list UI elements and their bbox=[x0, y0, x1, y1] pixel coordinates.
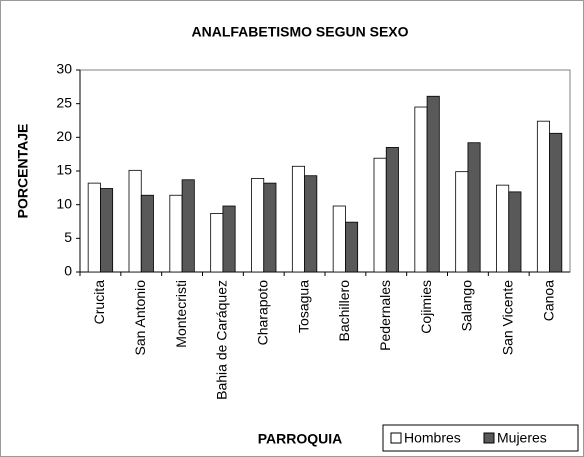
x-tick-label: Tosagua bbox=[295, 280, 311, 333]
x-axis-label: PARROQUIA bbox=[258, 431, 343, 447]
x-tick-label: Charapoto bbox=[254, 280, 270, 346]
x-tick-label: Bachillero bbox=[336, 280, 352, 342]
bar bbox=[332, 205, 346, 273]
y-tick-label: 30 bbox=[56, 61, 72, 77]
bar bbox=[169, 194, 183, 273]
bar bbox=[128, 169, 142, 273]
legend-label: Hombres bbox=[404, 430, 461, 446]
y-axis-label: PORCENTAJE bbox=[15, 124, 31, 219]
legend-swatch bbox=[483, 432, 495, 444]
bar bbox=[385, 147, 399, 273]
y-tick-label: 15 bbox=[56, 162, 72, 178]
x-tick-label: Salango bbox=[459, 280, 475, 332]
x-tick-label: Bahia de Caráquez bbox=[214, 280, 230, 400]
x-tick-label: San Antonio bbox=[132, 280, 148, 356]
bar bbox=[304, 175, 318, 273]
y-tick-label: 0 bbox=[64, 263, 72, 279]
bar bbox=[549, 132, 563, 273]
y-tick-label: 5 bbox=[64, 229, 72, 245]
plot-area bbox=[79, 69, 571, 273]
bar bbox=[414, 106, 428, 273]
chart-title: ANALFABETISMO SEGUN SEXO bbox=[191, 24, 408, 40]
x-tick-label: Crucita bbox=[91, 280, 107, 325]
bar bbox=[181, 179, 195, 273]
x-tick-label: Pedernales bbox=[377, 280, 393, 351]
bar bbox=[496, 184, 510, 273]
bar bbox=[291, 165, 305, 273]
legend-swatch bbox=[390, 432, 402, 444]
bar bbox=[87, 182, 101, 273]
x-tick-label: Montecristi bbox=[173, 280, 189, 348]
y-tick-label: 20 bbox=[56, 128, 72, 144]
bar bbox=[536, 120, 550, 273]
bar bbox=[426, 95, 440, 273]
legend-box bbox=[382, 424, 579, 452]
bar bbox=[345, 221, 359, 273]
bar bbox=[222, 205, 236, 273]
y-tick-label: 10 bbox=[56, 195, 72, 211]
bar bbox=[210, 213, 224, 273]
bar bbox=[467, 142, 481, 273]
bar bbox=[263, 182, 277, 273]
x-tick-label: Cojimies bbox=[418, 280, 434, 334]
x-tick-label: San Vicente bbox=[499, 280, 515, 355]
bar bbox=[508, 191, 522, 273]
bar bbox=[373, 157, 387, 273]
x-tick-label: Canoa bbox=[540, 280, 556, 321]
legend-label: Mujeres bbox=[497, 430, 547, 446]
bar bbox=[251, 178, 265, 273]
bar bbox=[140, 194, 154, 273]
bar bbox=[455, 171, 469, 273]
bar bbox=[100, 188, 114, 273]
y-tick-label: 25 bbox=[56, 94, 72, 110]
